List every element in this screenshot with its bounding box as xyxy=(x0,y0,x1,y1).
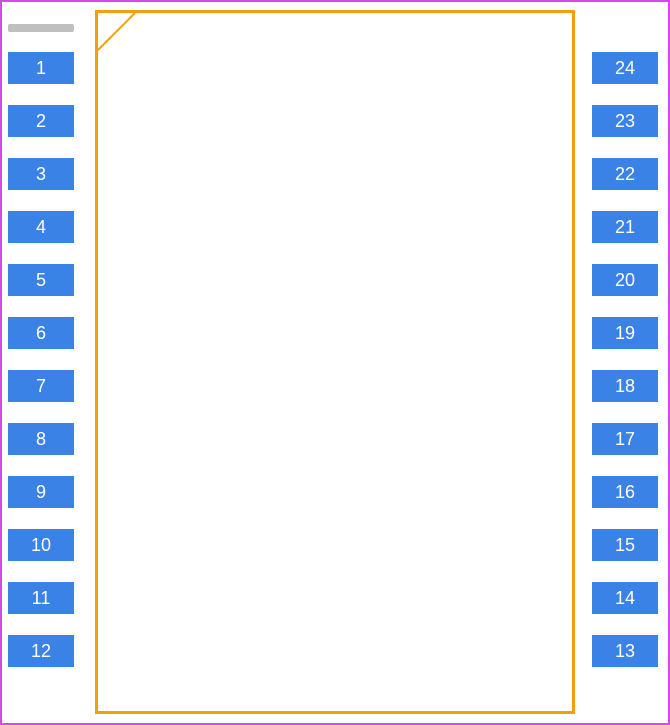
pin-3: 3 xyxy=(8,158,74,190)
pin-label: 24 xyxy=(615,58,635,79)
pin-13: 13 xyxy=(592,635,658,667)
pin-label: 8 xyxy=(36,429,46,450)
pin-17: 17 xyxy=(592,423,658,455)
pin-label: 2 xyxy=(36,111,46,132)
pin-label: 23 xyxy=(615,111,635,132)
pin-22: 22 xyxy=(592,158,658,190)
pin-20: 20 xyxy=(592,264,658,296)
pin-9: 9 xyxy=(8,476,74,508)
pin-label: 9 xyxy=(36,482,46,503)
pin-label: 13 xyxy=(615,641,635,662)
gray-bar xyxy=(8,24,74,32)
pin-1: 1 xyxy=(8,52,74,84)
pin-label: 7 xyxy=(36,376,46,397)
pin-label: 18 xyxy=(615,376,635,397)
pin-label: 16 xyxy=(615,482,635,503)
pin-7: 7 xyxy=(8,370,74,402)
pin-label: 15 xyxy=(615,535,635,556)
pin-label: 20 xyxy=(615,270,635,291)
pin-16: 16 xyxy=(592,476,658,508)
pin-label: 14 xyxy=(615,588,635,609)
pin1-indicator xyxy=(0,0,670,725)
pin-label: 22 xyxy=(615,164,635,185)
pin-label: 10 xyxy=(31,535,51,556)
pin-8: 8 xyxy=(8,423,74,455)
pin-18: 18 xyxy=(592,370,658,402)
pin-5: 5 xyxy=(8,264,74,296)
pin-label: 5 xyxy=(36,270,46,291)
pin-label: 1 xyxy=(36,58,46,79)
pin-6: 6 xyxy=(8,317,74,349)
pin-label: 17 xyxy=(615,429,635,450)
pin-21: 21 xyxy=(592,211,658,243)
pin-label: 19 xyxy=(615,323,635,344)
pin-2: 2 xyxy=(8,105,74,137)
pin-12: 12 xyxy=(8,635,74,667)
pin-24: 24 xyxy=(592,52,658,84)
pin-15: 15 xyxy=(592,529,658,561)
pin-23: 23 xyxy=(592,105,658,137)
pin-19: 19 xyxy=(592,317,658,349)
pin-14: 14 xyxy=(592,582,658,614)
pin-11: 11 xyxy=(8,582,74,614)
pin-label: 6 xyxy=(36,323,46,344)
pin-label: 11 xyxy=(32,588,51,609)
pin-10: 10 xyxy=(8,529,74,561)
pin-label: 3 xyxy=(36,164,46,185)
pin-label: 4 xyxy=(36,217,46,238)
pin-label: 12 xyxy=(31,641,51,662)
pin-4: 4 xyxy=(8,211,74,243)
pin-label: 21 xyxy=(615,217,635,238)
pin1-line xyxy=(98,13,135,50)
